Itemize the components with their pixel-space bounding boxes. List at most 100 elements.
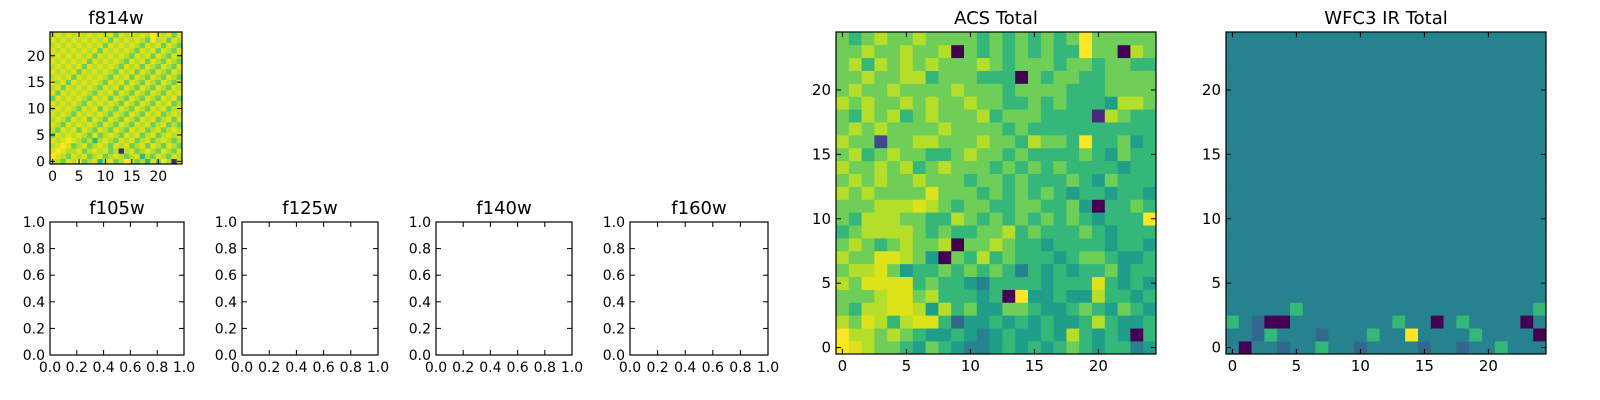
heatmap-cell — [1418, 212, 1432, 226]
y-tick-label: 0.2 — [23, 321, 45, 337]
heatmap-cell — [1494, 96, 1508, 110]
heatmap-cell — [81, 132, 88, 138]
heatmap-cell — [1430, 199, 1444, 213]
heatmap-cell — [1341, 302, 1355, 316]
heatmap-cell — [1443, 186, 1457, 200]
heatmap-cell — [1251, 96, 1265, 110]
heatmap-cell — [1002, 263, 1016, 278]
heatmap-cell — [1507, 122, 1521, 136]
heatmap-cell — [887, 83, 901, 97]
heatmap-cell — [848, 135, 862, 149]
heatmap-cell — [912, 122, 926, 136]
heatmap-cell — [989, 70, 1003, 84]
heatmap-cell — [118, 148, 125, 154]
heatmap-cell — [1290, 44, 1304, 59]
heatmap-cell — [71, 105, 77, 112]
heatmap-cell — [97, 111, 104, 117]
heatmap-cell — [1143, 70, 1157, 84]
heatmap-cell — [1226, 96, 1240, 110]
heatmap-cell — [1238, 186, 1252, 200]
heatmap-cell — [1002, 96, 1016, 110]
heatmap-cell — [836, 225, 850, 239]
heatmap-cell — [102, 47, 109, 54]
heatmap-cell — [108, 90, 114, 96]
heatmap-cell — [81, 90, 88, 96]
heatmap-cell — [1104, 32, 1118, 46]
heatmap-cell — [1238, 263, 1252, 278]
heatmap-cell — [964, 328, 978, 342]
heatmap-cell — [1392, 44, 1406, 59]
heatmap-cell — [951, 83, 965, 97]
heatmap-cell — [108, 79, 114, 86]
heatmap-cell — [60, 148, 67, 154]
heatmap-cell — [1443, 83, 1457, 97]
heatmap-cell — [1277, 109, 1291, 123]
panel-title: ACS Total — [954, 8, 1038, 29]
heatmap-cell — [1341, 135, 1355, 149]
heatmap-cell — [1482, 315, 1496, 329]
x-tick-label: 0.4 — [674, 360, 696, 376]
heatmap-cell — [97, 148, 104, 154]
heatmap-cell — [166, 116, 172, 123]
heatmap-cell — [1238, 109, 1252, 123]
heatmap-cell — [1469, 122, 1483, 136]
heatmap-cell — [81, 74, 88, 80]
heatmap-cell — [1354, 238, 1368, 252]
heatmap-cell — [1430, 70, 1444, 84]
heatmap-cell — [86, 127, 93, 133]
heatmap-cell — [1251, 44, 1265, 59]
heatmap-cell — [1277, 341, 1291, 355]
heatmap-cell — [155, 153, 162, 160]
heatmap-cell — [171, 137, 178, 144]
heatmap-cell — [1366, 199, 1380, 213]
heatmap-cell — [1040, 122, 1054, 136]
heatmap-cell — [1290, 147, 1304, 162]
heatmap-cell — [1533, 147, 1547, 162]
heatmap-cell — [1238, 238, 1252, 252]
heatmap-cell — [1533, 96, 1547, 110]
heatmap-cell — [1117, 147, 1131, 162]
heatmap-cell — [1507, 109, 1521, 123]
heatmap-cell — [1117, 315, 1131, 329]
heatmap-cell — [1251, 199, 1265, 213]
heatmap-cell — [1469, 83, 1483, 97]
heatmap-cell — [874, 122, 888, 136]
y-tick-label: 1.0 — [409, 215, 431, 231]
heatmap-cell — [938, 32, 952, 46]
heatmap-cell — [134, 148, 141, 154]
heatmap-cell — [1392, 186, 1406, 200]
heatmap-cell — [102, 105, 109, 112]
heatmap-cell — [108, 95, 114, 101]
heatmap-cell — [139, 74, 146, 80]
heatmap-cell — [874, 70, 888, 84]
heatmap-cell — [1405, 70, 1419, 84]
heatmap-cell — [900, 32, 914, 46]
heatmap-cell — [113, 158, 119, 165]
heatmap-cell — [964, 122, 978, 136]
heatmap-cell — [938, 173, 952, 187]
heatmap-cell — [55, 68, 61, 75]
y-tick-label: 0.6 — [409, 268, 431, 284]
heatmap-cell — [1520, 57, 1534, 71]
heatmap-cell — [951, 186, 965, 200]
heatmap-cell — [118, 63, 125, 70]
y-tick-label: 20 — [1202, 81, 1221, 99]
heatmap-cell — [171, 74, 178, 80]
heatmap-cell — [1053, 315, 1067, 329]
heatmap-cell — [1494, 302, 1508, 316]
heatmap-cell — [951, 135, 965, 149]
heatmap-cell — [102, 37, 109, 43]
heatmap-cell — [81, 68, 88, 75]
heatmap-cell — [1143, 83, 1157, 97]
heatmap-cell — [1251, 135, 1265, 149]
heatmap-cell — [1482, 276, 1496, 290]
heatmap-cell — [129, 111, 135, 117]
heatmap-cell — [86, 32, 93, 38]
heatmap-cell — [118, 132, 125, 138]
heatmap-cell — [139, 47, 146, 54]
heatmap-cell — [1015, 147, 1029, 162]
heatmap-cell — [134, 111, 141, 117]
heatmap-cell — [1226, 289, 1240, 303]
heatmap-cell — [1015, 302, 1029, 316]
heatmap-cell — [1028, 57, 1042, 71]
